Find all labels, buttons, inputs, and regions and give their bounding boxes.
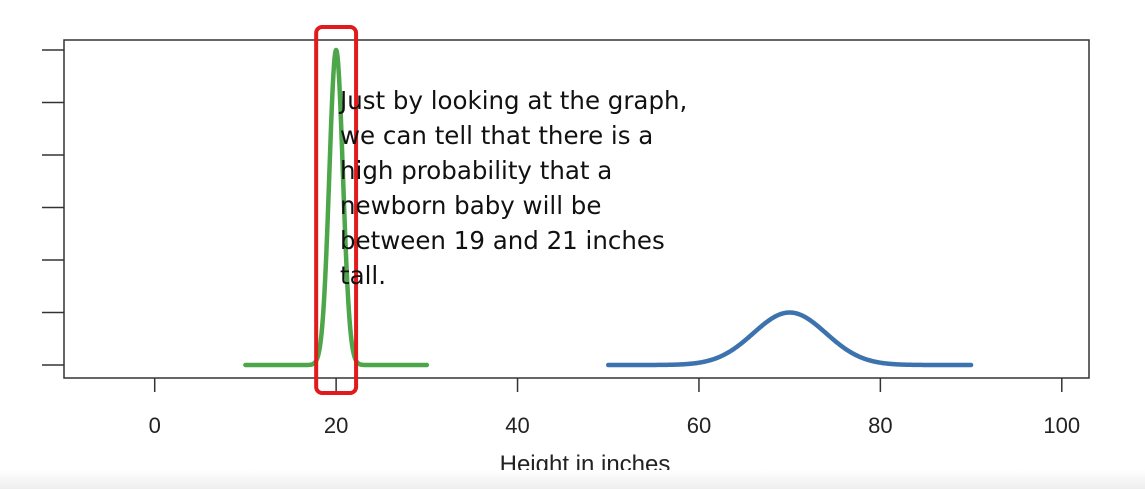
highlight-box [314, 25, 359, 395]
x-tick-label: 0 [149, 413, 161, 438]
x-tick-label: 80 [868, 413, 892, 438]
axes-layer: 0 20 40 60 80 100 [42, 39, 1090, 438]
density-curve-2 [606, 310, 974, 368]
x-tick-label: 20 [324, 413, 348, 438]
highlight-layer [314, 25, 359, 395]
density-curve-1 [243, 47, 430, 368]
x-tick-label: 60 [687, 413, 711, 438]
x-tick-label: 100 [1043, 413, 1080, 438]
series-layer [243, 47, 974, 368]
bottom-edge [0, 470, 1145, 489]
plot-frame [63, 39, 1090, 379]
annotation-text: Just by looking at the graph, we can tel… [340, 86, 688, 290]
x-tick-label: 40 [505, 413, 529, 438]
